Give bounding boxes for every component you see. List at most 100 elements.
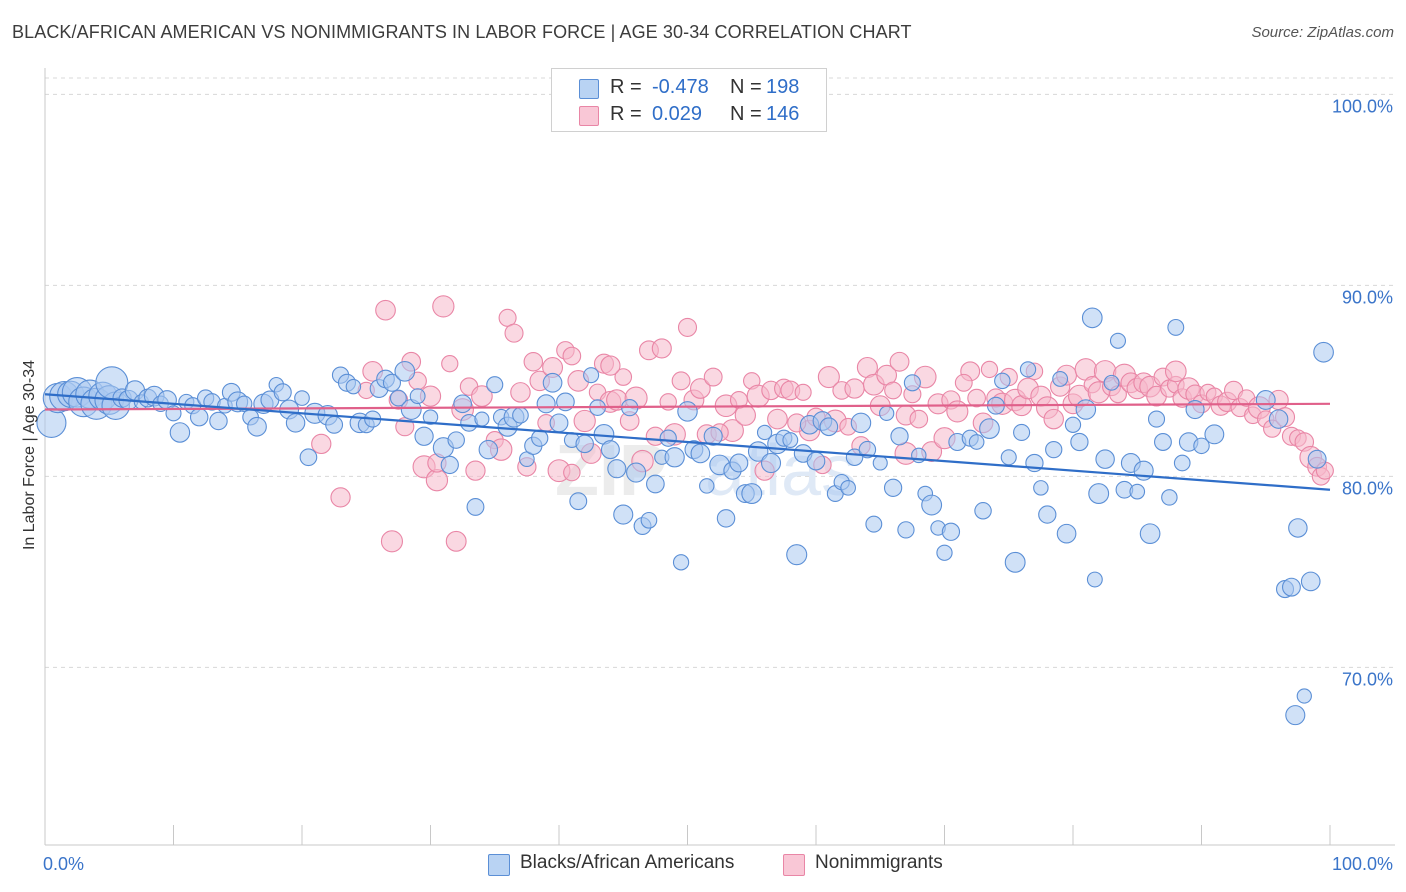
legend-n-label: N = (730, 76, 762, 98)
y-tick-label: 90.0% (1342, 287, 1393, 307)
series-legend: Blacks/African Americans Nonimmigrants (0, 852, 1406, 878)
data-point (1033, 480, 1049, 496)
correlation-legend: R = -0.478 N = 198 R = 0.029 N = 146 (551, 68, 827, 132)
data-point (409, 388, 426, 405)
data-point (486, 376, 504, 394)
data-point (819, 417, 839, 437)
data-point (1070, 432, 1089, 452)
legend-swatch-blue (488, 854, 510, 876)
data-point (1161, 489, 1178, 506)
blacks-points (36, 307, 1334, 726)
data-point (394, 360, 416, 382)
data-point (425, 469, 449, 492)
data-point (299, 448, 318, 467)
y-tick-label: 80.0% (1342, 478, 1393, 498)
data-point (613, 504, 634, 525)
data-point (453, 394, 472, 414)
data-point (1300, 571, 1321, 592)
data-point (169, 422, 191, 443)
trend-lines (44, 393, 1331, 491)
data-point (471, 385, 493, 408)
data-point (671, 371, 691, 391)
data-point (734, 404, 756, 426)
data-point (1013, 423, 1031, 441)
data-point (1281, 577, 1301, 597)
data-point (699, 478, 715, 494)
data-point (1088, 483, 1110, 505)
data-point (980, 360, 999, 379)
data-point (840, 479, 856, 496)
data-point (890, 427, 909, 446)
data-point (626, 462, 647, 483)
data-point (1019, 361, 1037, 378)
data-point (1129, 483, 1146, 500)
data-point (844, 378, 865, 399)
data-point (1095, 449, 1115, 469)
data-point (968, 434, 985, 450)
data-point (729, 453, 749, 473)
data-point (884, 381, 903, 400)
data-point (1075, 399, 1097, 420)
data-point (607, 459, 627, 479)
data-point (806, 451, 826, 471)
data-point (414, 426, 434, 446)
data-point (569, 492, 588, 511)
legend-label-blacks: Blacks/African Americans (520, 852, 735, 873)
data-point (897, 521, 915, 539)
data-point (1268, 409, 1289, 429)
x-tick-label: 0.0% (43, 854, 84, 874)
data-point (325, 415, 344, 434)
data-point (345, 378, 362, 395)
data-point (760, 452, 782, 474)
data-point (1288, 518, 1308, 538)
data-point (946, 400, 969, 423)
data-point (640, 511, 658, 529)
data-point (741, 483, 763, 505)
data-point (967, 388, 986, 408)
data-point (1139, 523, 1161, 545)
data-point (903, 374, 921, 392)
data-point (474, 411, 490, 427)
data-point (573, 409, 596, 433)
data-point (1056, 523, 1077, 544)
data-point (523, 352, 544, 372)
data-point (1004, 551, 1026, 573)
data-point (1038, 505, 1057, 524)
data-point (1255, 390, 1276, 410)
data-point (447, 431, 465, 449)
data-point (510, 382, 531, 403)
data-point (979, 418, 1000, 439)
data-point (562, 346, 582, 366)
legend-swatch-blue (579, 79, 599, 99)
data-point (672, 554, 690, 571)
data-point (1081, 307, 1103, 329)
data-point (756, 424, 773, 441)
data-point (1000, 449, 1017, 466)
data-point (689, 378, 711, 399)
data-point (1185, 399, 1205, 420)
data-point (209, 411, 228, 431)
axes (44, 68, 1395, 846)
data-point (1313, 341, 1334, 363)
data-point (440, 455, 459, 475)
data-point (659, 429, 677, 447)
data-point (1307, 449, 1327, 469)
data-point (865, 515, 883, 533)
data-point (614, 368, 633, 386)
data-point (1103, 374, 1120, 391)
data-point (478, 439, 499, 460)
data-point (1164, 360, 1187, 383)
data-point (247, 416, 267, 437)
y-tick-label: 100.0% (1332, 96, 1393, 116)
data-point (703, 426, 723, 446)
data-point (850, 412, 872, 434)
data-point (330, 487, 351, 508)
data-point (465, 460, 486, 481)
legend-row-nonimmigrants: R = 0.029 N = 146 (552, 101, 826, 129)
data-point (1052, 371, 1069, 387)
data-point (1086, 571, 1103, 588)
data-point (909, 409, 929, 429)
legend-r-value: 0.029 (652, 103, 703, 125)
data-point (600, 355, 621, 376)
